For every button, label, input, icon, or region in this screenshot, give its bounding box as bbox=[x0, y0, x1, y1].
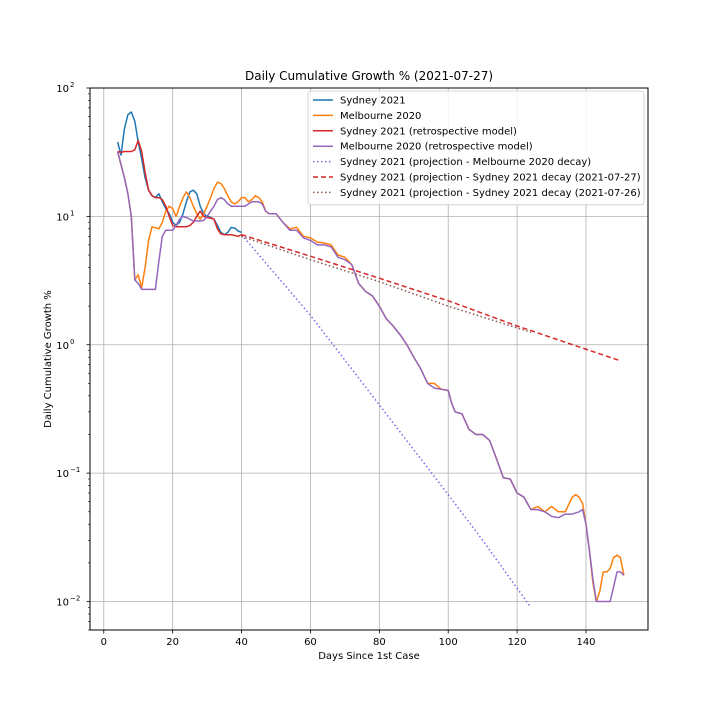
y-tick-exponent: −1 bbox=[70, 466, 80, 474]
y-tick-exponent: 2 bbox=[70, 81, 74, 89]
x-axis: 0 20 40 60 80 100 120 140 bbox=[101, 630, 596, 648]
series-line-5 bbox=[241, 233, 621, 362]
y-tick-label: 10 bbox=[56, 598, 69, 609]
legend-label: Sydney 2021 (projection - Sydney 2021 de… bbox=[340, 188, 641, 199]
x-tick-label: 20 bbox=[166, 637, 179, 648]
legend: Sydney 2021 Melbourne 2020 Sydney 2021 (re… bbox=[307, 90, 645, 206]
series-lines bbox=[116, 111, 625, 608]
series-line-4 bbox=[241, 234, 532, 608]
x-tick-label: 0 bbox=[101, 637, 107, 648]
legend-label: Sydney 2021 bbox=[340, 96, 406, 107]
chart-title: Daily Cumulative Growth % (2021-07-27) bbox=[245, 69, 493, 83]
y-axis-label: Daily Cumulative Growth % bbox=[43, 290, 54, 428]
x-tick-label: 80 bbox=[373, 637, 386, 648]
y-tick-label: 10 bbox=[56, 341, 69, 352]
legend-label: Melbourne 2020 (retrospective model) bbox=[340, 142, 533, 153]
series-line-1 bbox=[116, 151, 625, 603]
series-line-3 bbox=[116, 151, 625, 603]
series-line-2 bbox=[117, 139, 242, 238]
x-tick-label: 60 bbox=[304, 637, 317, 648]
x-tick-label: 100 bbox=[439, 637, 458, 648]
y-tick-label: 10 bbox=[56, 212, 69, 223]
x-tick-label: 120 bbox=[508, 637, 527, 648]
y-tick-label: 10 bbox=[56, 469, 69, 480]
legend-label: Sydney 2021 (projection - Sydney 2021 de… bbox=[340, 173, 641, 184]
legend-label: Sydney 2021 (projection - Melbourne 2020… bbox=[340, 157, 591, 168]
x-axis-label: Days Since 1st Case bbox=[318, 651, 420, 662]
x-tick-label: 140 bbox=[576, 637, 595, 648]
legend-box bbox=[307, 90, 645, 206]
plot-frame bbox=[89, 87, 649, 631]
series-line-6 bbox=[241, 235, 532, 334]
y-tick-exponent: 1 bbox=[70, 209, 74, 217]
legend-label: Sydney 2021 (retrospective model) bbox=[340, 126, 517, 137]
y-tick-label: 10 bbox=[56, 84, 69, 95]
x-tick-label: 40 bbox=[235, 637, 248, 648]
legend-label: Melbourne 2020 bbox=[340, 111, 421, 122]
y-tick-exponent: 0 bbox=[70, 338, 74, 346]
y-tick-exponent: −2 bbox=[70, 595, 80, 603]
